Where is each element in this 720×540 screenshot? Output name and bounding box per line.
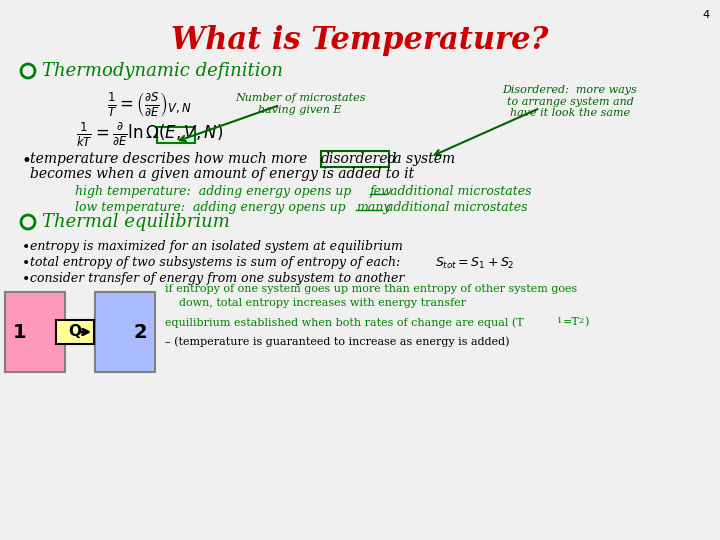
Text: many: many [356,201,390,214]
Text: total entropy of two subsystems is sum of entropy of each:: total entropy of two subsystems is sum o… [30,256,408,269]
Text: What is Temperature?: What is Temperature? [171,25,549,56]
Bar [95,292,155,372]
Text: Thermodynamic definition: Thermodynamic definition [42,62,283,80]
Bar [157,127,195,143]
Bar [56,320,94,344]
Text: – (temperature is guaranteed to increase as energy is added): – (temperature is guaranteed to increase… [165,336,510,347]
Text: 2: 2 [133,322,147,341]
Bar [5,292,65,372]
Bar [321,151,389,167]
Text: a system: a system [389,152,455,166]
Text: temperature describes how much more: temperature describes how much more [30,152,312,166]
Text: 1: 1 [13,322,27,341]
Text: •: • [22,240,30,254]
Text: few: few [370,185,392,198]
Text: equilibrium established when both rates of change are equal (T: equilibrium established when both rates … [165,317,523,328]
Text: low temperature:  adding energy opens up: low temperature: adding energy opens up [75,201,350,214]
Text: Disordered:  more ways
to arrange system and
have it look the same: Disordered: more ways to arrange system … [503,85,637,118]
Text: entropy is maximized for an isolated system at equilibrium: entropy is maximized for an isolated sys… [30,240,403,253]
Text: 1: 1 [557,317,562,325]
Text: Number of microstates
having given E: Number of microstates having given E [235,93,365,114]
Text: additional microstates: additional microstates [382,201,528,214]
Text: 2: 2 [578,317,583,325]
Text: disordered: disordered [321,152,397,166]
Text: down, total entropy increases with energy transfer: down, total entropy increases with energ… [165,298,466,308]
Text: ): ) [584,317,588,327]
Text: high temperature:  adding energy opens up: high temperature: adding energy opens up [75,185,356,198]
Text: if entropy of one system goes up more than entropy of other system goes: if entropy of one system goes up more th… [165,284,577,294]
Text: •: • [22,272,30,286]
Text: Q: Q [68,325,81,340]
Text: 4: 4 [703,10,710,20]
Text: becomes when a given amount of energy is added to it: becomes when a given amount of energy is… [30,167,414,181]
Text: $\frac{1}{T} = \left(\frac{\partial S}{\partial E}\right)_{V,N}$: $\frac{1}{T} = \left(\frac{\partial S}{\… [107,91,193,119]
Text: =T: =T [563,317,580,327]
Text: $\frac{1}{kT} = \frac{\partial}{\partial E} \ln\Omega(E,V,N)$: $\frac{1}{kT} = \frac{\partial}{\partial… [76,121,224,149]
Text: •: • [22,152,32,170]
Text: $S_{tot} = S_1 + S_2$: $S_{tot} = S_1 + S_2$ [435,256,515,271]
Text: consider transfer of energy from one subsystem to another: consider transfer of energy from one sub… [30,272,405,285]
Text: additional microstates: additional microstates [386,185,531,198]
Text: Thermal equilibrium: Thermal equilibrium [42,213,230,231]
Text: •: • [22,256,30,270]
